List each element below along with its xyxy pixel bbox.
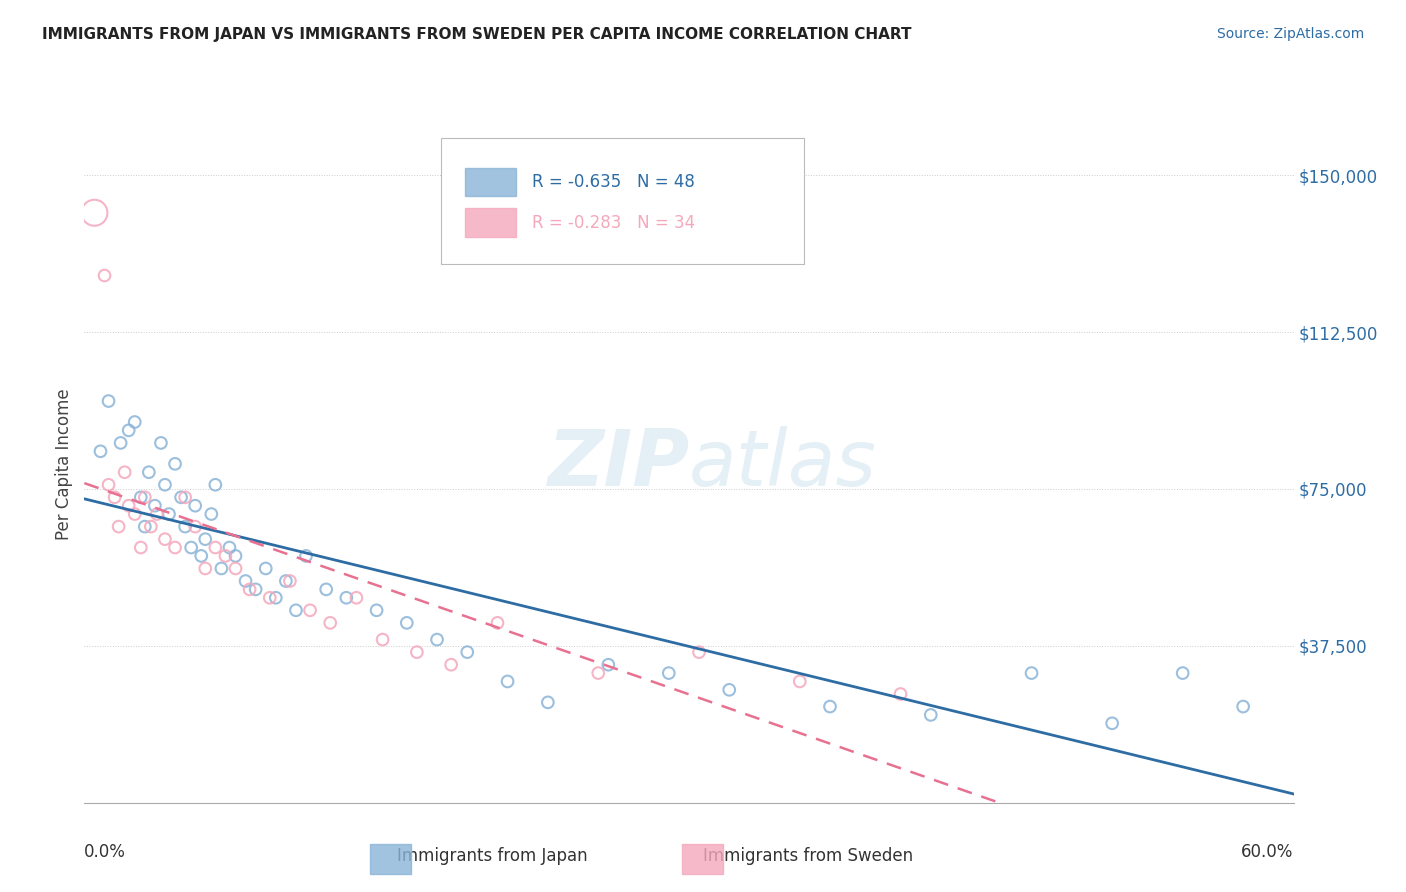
Point xyxy=(218,541,240,555)
Point xyxy=(278,574,301,588)
Point xyxy=(818,699,841,714)
Point xyxy=(486,615,509,630)
Text: Immigrants from Sweden: Immigrants from Sweden xyxy=(703,847,914,865)
Text: R = -0.635   N = 48: R = -0.635 N = 48 xyxy=(531,173,695,191)
Point xyxy=(395,615,418,630)
Point xyxy=(194,532,217,546)
Point xyxy=(658,666,681,681)
Point xyxy=(97,394,120,409)
Point xyxy=(174,491,197,505)
Text: IMMIGRANTS FROM JAPAN VS IMMIGRANTS FROM SWEDEN PER CAPITA INCOME CORRELATION CH: IMMIGRANTS FROM JAPAN VS IMMIGRANTS FROM… xyxy=(42,27,911,42)
Point xyxy=(184,519,207,533)
Point xyxy=(146,507,169,521)
Point xyxy=(107,519,129,533)
FancyBboxPatch shape xyxy=(441,138,804,264)
Point xyxy=(346,591,368,605)
Point xyxy=(134,519,156,533)
Text: atlas: atlas xyxy=(689,425,877,502)
Point xyxy=(319,615,342,630)
Point xyxy=(214,549,236,563)
Point xyxy=(157,507,180,521)
FancyBboxPatch shape xyxy=(465,208,516,236)
Y-axis label: Per Capita Income: Per Capita Income xyxy=(55,388,73,540)
Point xyxy=(406,645,429,659)
Point xyxy=(93,268,115,283)
Point xyxy=(371,632,394,647)
Point xyxy=(200,507,222,521)
Point xyxy=(1171,666,1194,681)
Point xyxy=(194,561,217,575)
Point xyxy=(225,561,247,575)
Point xyxy=(118,499,141,513)
Point xyxy=(440,657,463,672)
Point xyxy=(235,574,257,588)
Point xyxy=(97,477,120,491)
Point xyxy=(426,632,449,647)
Point xyxy=(1232,699,1254,714)
Point xyxy=(456,645,478,659)
Point xyxy=(139,519,162,533)
Point xyxy=(920,707,942,722)
Text: Immigrants from Japan: Immigrants from Japan xyxy=(396,847,588,865)
Point xyxy=(83,206,105,220)
Point xyxy=(718,682,741,697)
Point xyxy=(299,603,322,617)
Point xyxy=(239,582,262,597)
Point xyxy=(165,457,187,471)
Point xyxy=(295,549,318,563)
Point xyxy=(284,603,308,617)
Point xyxy=(153,477,176,491)
Point xyxy=(366,603,388,617)
Point xyxy=(225,549,247,563)
Point xyxy=(118,423,141,437)
Point xyxy=(110,436,132,450)
Point xyxy=(588,666,610,681)
Point xyxy=(204,477,226,491)
Point xyxy=(259,591,281,605)
Point xyxy=(1101,716,1123,731)
Point xyxy=(124,415,146,429)
Point xyxy=(245,582,267,597)
Point xyxy=(170,491,193,505)
Point xyxy=(190,549,212,563)
Point xyxy=(143,499,166,513)
Point xyxy=(138,465,160,479)
Text: ZIP: ZIP xyxy=(547,425,689,502)
Point xyxy=(129,491,152,505)
Point xyxy=(537,695,560,709)
Point xyxy=(149,436,172,450)
Point xyxy=(153,532,176,546)
Point xyxy=(165,541,187,555)
Point xyxy=(209,561,232,575)
Point xyxy=(315,582,337,597)
Point xyxy=(184,499,207,513)
Point xyxy=(335,591,357,605)
Text: 0.0%: 0.0% xyxy=(84,844,127,862)
Point xyxy=(264,591,287,605)
Text: 60.0%: 60.0% xyxy=(1241,844,1294,862)
Point xyxy=(496,674,519,689)
Point xyxy=(274,574,297,588)
Point xyxy=(688,645,710,659)
Text: Source: ZipAtlas.com: Source: ZipAtlas.com xyxy=(1216,27,1364,41)
FancyBboxPatch shape xyxy=(465,168,516,196)
Point xyxy=(890,687,912,701)
Point xyxy=(789,674,811,689)
Point xyxy=(180,541,202,555)
Point xyxy=(1021,666,1043,681)
Point xyxy=(104,491,127,505)
Text: R = -0.283   N = 34: R = -0.283 N = 34 xyxy=(531,213,695,232)
Point xyxy=(254,561,277,575)
Point xyxy=(204,541,226,555)
Point xyxy=(174,519,197,533)
Point xyxy=(598,657,620,672)
Point xyxy=(124,507,146,521)
Point xyxy=(89,444,111,458)
Point xyxy=(134,491,156,505)
Point xyxy=(114,465,136,479)
Point xyxy=(129,541,152,555)
